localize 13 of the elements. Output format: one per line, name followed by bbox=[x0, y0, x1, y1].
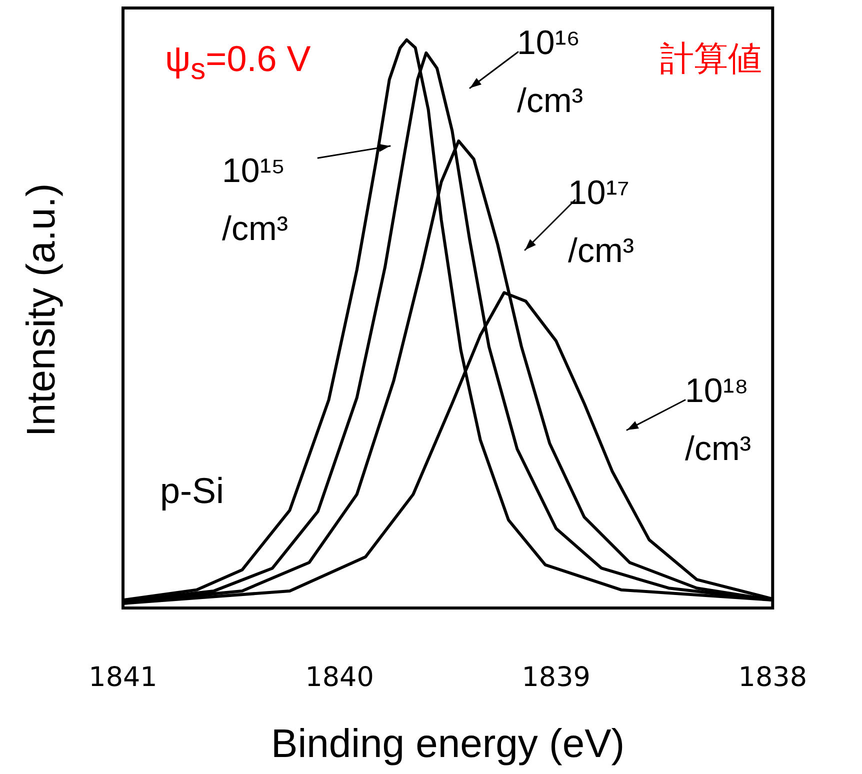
x-tick-label: 1840 bbox=[305, 662, 374, 694]
legend-label: 10¹⁸ /cm³ bbox=[685, 371, 752, 470]
annotation: p-Si bbox=[160, 470, 224, 512]
x-tick-label: 1838 bbox=[738, 662, 808, 694]
annotation: 計算値 bbox=[660, 39, 762, 80]
legend-label: 10¹⁶ /cm³ bbox=[517, 23, 584, 122]
annotation: ψ$_{s}$=0.6 V bbox=[165, 38, 311, 88]
x-tick-label: 1841 bbox=[88, 662, 158, 694]
text: 10¹⁵ /cm³ bbox=[222, 151, 290, 250]
y-axis-title: Intensity (a.u.) bbox=[20, 183, 64, 437]
x-tick-label: 1839 bbox=[522, 662, 590, 694]
x-axis-title: Binding energy (eV) bbox=[271, 722, 625, 766]
legend-label: 10¹⁷ /cm³ bbox=[568, 173, 636, 272]
